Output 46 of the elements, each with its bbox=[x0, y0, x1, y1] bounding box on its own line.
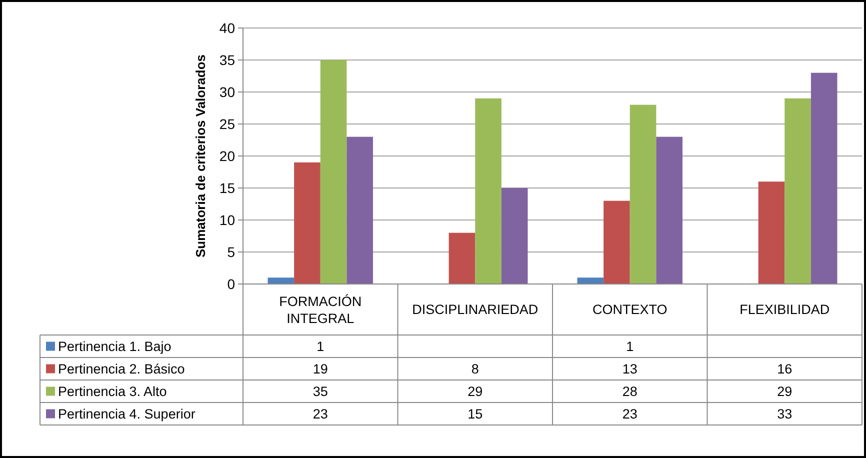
x-tick-label: DISCIPLINARIEDAD bbox=[412, 302, 538, 318]
y-tick-label: 10 bbox=[219, 212, 236, 228]
bar bbox=[501, 188, 528, 284]
y-axis-title: Sumatoria de criterios Valorados bbox=[193, 54, 208, 258]
bar bbox=[810, 72, 838, 284]
bar bbox=[577, 278, 604, 284]
legend-label: Pertinencia 3. Alto bbox=[58, 384, 167, 399]
data-label: 16 bbox=[777, 361, 792, 376]
x-tick-label: FORMACIÓN INTEGRAL bbox=[279, 294, 362, 326]
y-tick-label: 15 bbox=[219, 180, 236, 196]
y-tick-label: 35 bbox=[219, 52, 236, 68]
y-tick-label: 30 bbox=[219, 84, 236, 100]
data-label: 8 bbox=[471, 361, 479, 376]
bar bbox=[320, 60, 347, 284]
bar bbox=[656, 136, 682, 284]
legend-label: Pertinencia 4. Superior bbox=[58, 406, 196, 422]
y-tick-label: 20 bbox=[219, 148, 236, 164]
data-label: 1 bbox=[626, 338, 634, 354]
bar bbox=[294, 162, 320, 284]
y-tick-label: 25 bbox=[219, 116, 236, 132]
data-label: 19 bbox=[312, 361, 328, 376]
bar bbox=[475, 98, 502, 284]
bar bbox=[268, 278, 294, 284]
bar bbox=[448, 232, 476, 284]
data-label: 1 bbox=[316, 338, 324, 354]
bar bbox=[346, 136, 373, 284]
bar bbox=[604, 200, 630, 284]
data-label: 15 bbox=[468, 406, 483, 422]
data-label: 33 bbox=[777, 406, 792, 422]
legend-label: Pertinencia 1. Bajo bbox=[58, 338, 172, 354]
bar bbox=[784, 98, 811, 284]
data-label: 13 bbox=[622, 361, 638, 376]
y-tick-label: 5 bbox=[227, 244, 236, 260]
legend-label: Pertinencia 2. Básico bbox=[58, 361, 185, 376]
data-label: 23 bbox=[312, 406, 328, 422]
bar bbox=[758, 182, 785, 284]
data-label: 29 bbox=[468, 384, 483, 399]
bar bbox=[630, 104, 656, 284]
data-label: 29 bbox=[777, 384, 792, 399]
data-label: 28 bbox=[622, 384, 638, 399]
data-label: 35 bbox=[312, 384, 328, 399]
data-label: 23 bbox=[622, 406, 638, 422]
y-tick-label: 0 bbox=[227, 276, 236, 292]
y-tick-label: 40 bbox=[219, 20, 236, 36]
x-tick-label: FLEXIBILIDAD bbox=[740, 302, 830, 318]
x-tick-label: CONTEXTO bbox=[592, 302, 668, 318]
